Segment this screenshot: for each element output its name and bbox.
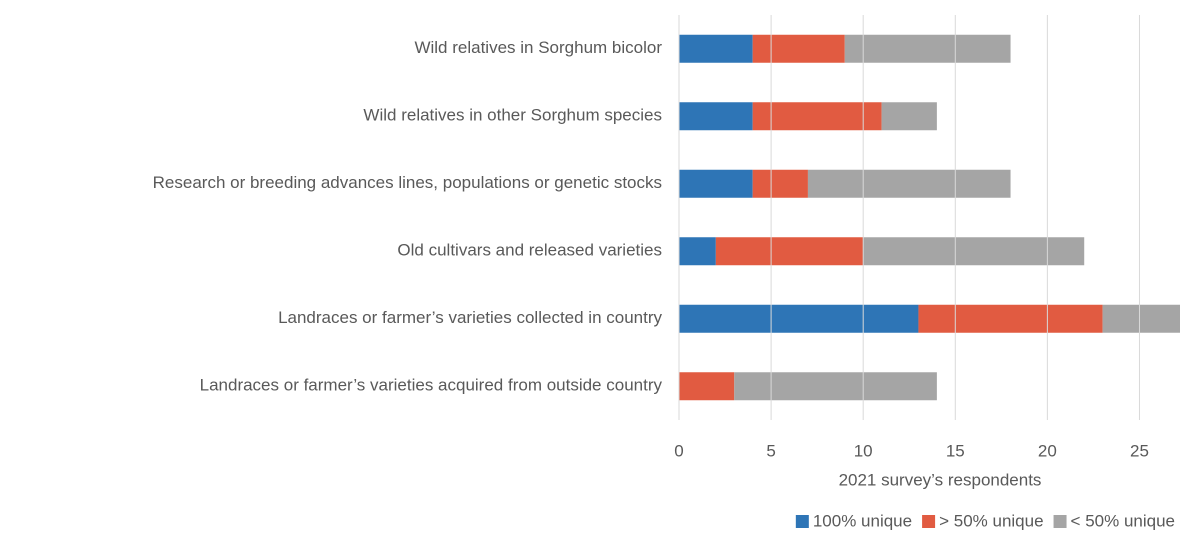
bar bbox=[752, 102, 882, 131]
bar bbox=[715, 237, 864, 266]
legend-swatch bbox=[922, 515, 936, 528]
bar bbox=[752, 34, 845, 63]
x-tick-label: 25 bbox=[1130, 441, 1149, 460]
legend-swatch bbox=[795, 515, 809, 528]
bar bbox=[679, 102, 753, 131]
bar bbox=[679, 34, 753, 63]
bar bbox=[679, 304, 919, 333]
legend-label: > 50% unique bbox=[939, 511, 1043, 530]
bar bbox=[1102, 304, 1180, 333]
bar bbox=[807, 169, 1011, 198]
bar bbox=[863, 237, 1085, 266]
x-tick-label: 20 bbox=[1038, 441, 1057, 460]
legend-swatch bbox=[1053, 515, 1067, 528]
y-tick-label: Wild relatives in other Sorghum species bbox=[363, 106, 662, 125]
x-tick-label: 10 bbox=[854, 441, 873, 460]
bar bbox=[679, 169, 753, 198]
bar bbox=[881, 102, 937, 131]
y-tick-label: Landraces or farmer’s varieties collecte… bbox=[278, 308, 662, 327]
x-tick-label: 5 bbox=[766, 441, 775, 460]
bar bbox=[679, 237, 716, 266]
x-axis-label: 2021 survey’s respondents bbox=[839, 470, 1042, 489]
bar bbox=[918, 304, 1103, 333]
bar bbox=[679, 372, 735, 401]
bar bbox=[844, 34, 1011, 63]
x-tick-label: 0 bbox=[674, 441, 683, 460]
y-tick-label: Wild relatives in Sorghum bicolor bbox=[414, 38, 662, 57]
y-tick-label: Landraces or farmer’s varieties acquired… bbox=[200, 376, 663, 395]
legend-label: < 50% unique bbox=[1071, 511, 1175, 530]
y-tick-label: Old cultivars and released varieties bbox=[397, 241, 662, 260]
x-tick-label: 15 bbox=[946, 441, 965, 460]
plot-area bbox=[679, 34, 1180, 401]
bar bbox=[752, 169, 808, 198]
bar bbox=[734, 372, 937, 401]
y-tick-label: Research or breeding advances lines, pop… bbox=[153, 173, 662, 192]
legend-label: 100% unique bbox=[813, 511, 912, 530]
